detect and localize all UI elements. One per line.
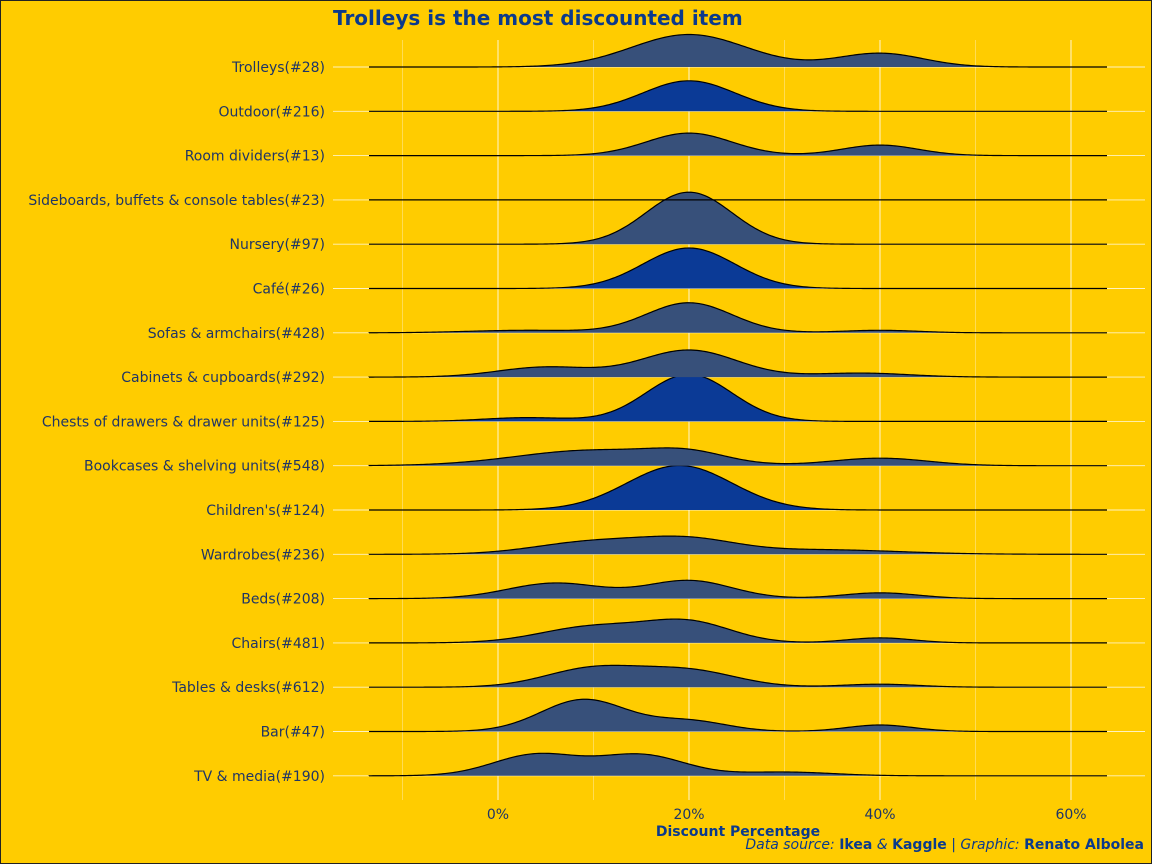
y-axis-label: Trolleys(#28) <box>231 60 325 76</box>
ridge-outline <box>368 349 1107 378</box>
y-axis-label: TV & media(#190) <box>193 769 325 785</box>
ridge-outline <box>368 373 1107 422</box>
ridge-outline <box>368 447 1107 467</box>
ridges <box>368 33 1108 777</box>
x-tick-label: 40% <box>864 807 895 823</box>
ridge-fill <box>369 536 1108 555</box>
y-axis-label: Nursery(#97) <box>229 237 325 253</box>
y-axis-label: Beds(#208) <box>241 592 325 608</box>
ridge-fill <box>369 349 1108 378</box>
caption-source-kaggle: Kaggle <box>892 837 947 853</box>
ridge-fill <box>369 619 1108 643</box>
y-axis-label: Café(#26) <box>253 282 325 298</box>
ridge-outline <box>369 247 1107 290</box>
y-axis-label: Outdoor(#216) <box>218 104 325 120</box>
ridge-outline <box>368 579 1107 600</box>
ridge-outline <box>369 698 1107 733</box>
ridge-fill <box>369 248 1108 289</box>
y-axis-label: Sofas & armchairs(#428) <box>148 326 325 342</box>
y-axis-label: Cabinets & cupboards(#292) <box>121 370 325 386</box>
ridge-outline <box>369 80 1107 112</box>
caption-graphic-label: Graphic: <box>960 837 1020 853</box>
ridge-fill <box>369 753 1108 776</box>
ridge-outline <box>369 664 1107 688</box>
caption-author: Renato Albolea <box>1024 837 1144 853</box>
ridge-outline <box>369 33 1107 68</box>
chart-title: Trolleys is the most discounted item <box>333 6 743 30</box>
x-axis-tick-labels: 0% 20% 40% 60% <box>487 807 1087 823</box>
y-axis-label: Tables & desks(#612) <box>171 680 325 696</box>
ridge-fill <box>369 80 1108 112</box>
caption-ampersand: & <box>876 837 888 853</box>
ridge-fill <box>369 447 1108 466</box>
ridge-outline <box>369 464 1107 511</box>
ridge-fill <box>369 34 1108 67</box>
x-tick-label: 60% <box>1055 807 1086 823</box>
caption-separator: | <box>951 837 956 853</box>
ridge-fill <box>369 665 1108 688</box>
y-axis-label: Bookcases & shelving units(#548) <box>84 459 325 475</box>
y-axis-label: Wardrobes(#236) <box>201 547 325 563</box>
caption-prefix: Data source: <box>745 837 835 853</box>
ridge-fill <box>369 465 1108 510</box>
ridge-fill <box>369 192 1108 245</box>
caption: Data source: Ikea & Kaggle | Graphic: Re… <box>745 837 1144 853</box>
y-axis-label: Chairs(#481) <box>231 636 325 652</box>
y-axis-label: Chests of drawers & drawer units(#125) <box>42 414 325 430</box>
ridge-outline <box>369 191 1107 245</box>
y-axis-label: Sideboards, buffets & console tables(#23… <box>28 193 325 209</box>
ridge-outline <box>369 132 1107 157</box>
ridge-outline <box>368 535 1107 555</box>
y-axis-label: Room dividers(#13) <box>185 149 325 165</box>
x-axis-title: Discount Percentage <box>656 824 820 840</box>
ridge-outline <box>369 618 1107 644</box>
y-axis-label: Children's(#124) <box>206 503 325 519</box>
caption-source-ikea: Ikea <box>839 837 873 853</box>
y-axis-label: Bar(#47) <box>261 725 325 741</box>
x-tick-label: 20% <box>673 807 704 823</box>
ridge-outline <box>368 302 1107 334</box>
ridge-outline <box>368 752 1107 777</box>
ridge-fill <box>369 699 1108 732</box>
y-axis-labels: Trolleys(#28) Outdoor(#216) Room dividers(… <box>28 60 325 785</box>
x-tick-label: 0% <box>487 807 509 823</box>
